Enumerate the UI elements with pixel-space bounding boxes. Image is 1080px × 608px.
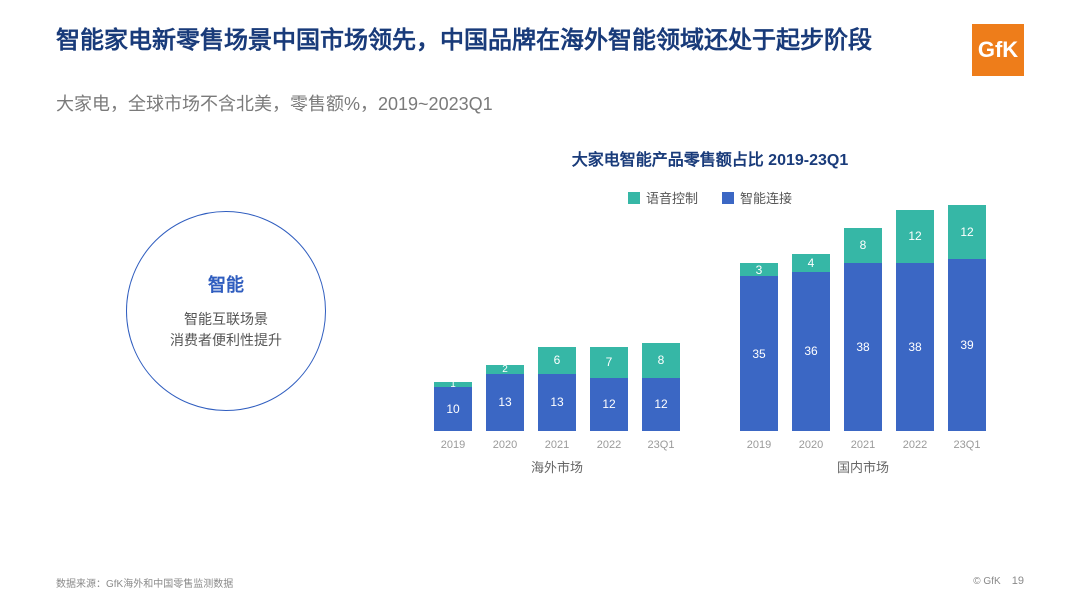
bar-stack: 3812	[896, 210, 934, 431]
bar-segment-connect: 36	[792, 272, 830, 431]
chart-group: 101201913220201362021127202212823Q1海外市场	[434, 221, 680, 476]
group-label: 海外市场	[531, 457, 583, 476]
bar-col: 388 2021	[844, 228, 882, 451]
chart-group: 35320193642020388202138122022391223Q1国内市…	[740, 221, 986, 476]
x-axis-label: 2019	[747, 439, 771, 451]
x-axis-label: 23Q1	[954, 439, 981, 451]
bar-segment-connect: 13	[486, 374, 524, 432]
bar-stack: 132	[486, 365, 524, 431]
chart-title: 大家电智能产品零售额占比 2019-23Q1	[396, 146, 1024, 170]
bar-segment-connect: 38	[844, 263, 882, 431]
footer: 数据来源：GfK海外和中国零售监测数据 © GfK 19	[0, 575, 1080, 590]
title-block: 智能家电新零售场景中国市场领先，中国品牌在海外智能领域还处于起步阶段	[56, 24, 956, 58]
x-axis-label: 2019	[441, 439, 465, 451]
bar-col: 3812 2022	[896, 210, 934, 451]
chart-area: 101201913220201362021127202212823Q1海外市场3…	[396, 221, 1024, 476]
insight-circle: 智能 智能互联场景 消费者便利性提升	[126, 211, 326, 411]
bar-segment-voice: 4	[792, 254, 830, 272]
bar-stack: 101	[434, 382, 472, 431]
slide: 智能家电新零售场景中国市场领先，中国品牌在海外智能领域还处于起步阶段 GfK 大…	[0, 0, 1080, 608]
footer-source: 数据来源：GfK海外和中国零售监测数据	[56, 575, 233, 590]
subtitle: 大家电，全球市场不含北美，零售额%，2019~2023Q1	[56, 90, 1024, 116]
bar-stack: 364	[792, 254, 830, 431]
circle-title: 智能	[208, 271, 244, 297]
bar-col: 364 2020	[792, 254, 830, 451]
bar-segment-voice: 12	[948, 205, 986, 258]
x-axis-label: 2020	[493, 439, 517, 451]
bar-segment-connect: 10	[434, 387, 472, 431]
bar-segment-connect: 35	[740, 276, 778, 431]
legend-item-connect: 智能连接	[722, 188, 792, 207]
logo-gfk: GfK	[972, 24, 1024, 76]
footer-right: © GfK 19	[973, 575, 1024, 590]
bar-segment-connect: 39	[948, 259, 986, 432]
x-axis-label: 2021	[545, 439, 569, 451]
legend-item-voice: 语音控制	[628, 188, 698, 207]
bar-segment-voice: 3	[740, 263, 778, 276]
x-axis-label: 2022	[903, 439, 927, 451]
x-axis-label: 2022	[597, 439, 621, 451]
group-label: 国内市场	[837, 457, 889, 476]
bar-col: 3912 23Q1	[948, 205, 986, 451]
legend-label-voice: 语音控制	[646, 188, 698, 207]
bar-stack: 128	[642, 343, 680, 431]
legend-label-connect: 智能连接	[740, 188, 792, 207]
x-axis-label: 23Q1	[648, 439, 675, 451]
bar-segment-voice: 7	[590, 347, 628, 378]
bar-stack: 136	[538, 347, 576, 431]
header-row: 智能家电新零售场景中国市场领先，中国品牌在海外智能领域还处于起步阶段 GfK	[56, 24, 1024, 76]
page-number: 19	[1012, 575, 1024, 587]
bar-segment-voice: 8	[642, 343, 680, 378]
bars-row: 101201913220201362021127202212823Q1	[434, 221, 680, 451]
left-column: 智能 智能互联场景 消费者便利性提升	[56, 146, 396, 476]
bar-col: 101 2019	[434, 382, 472, 451]
right-column: 大家电智能产品零售额占比 2019-23Q1 语音控制 智能连接 101 2019…	[396, 146, 1024, 476]
bars-row: 35320193642020388202138122022391223Q1	[740, 221, 986, 451]
bar-segment-voice: 6	[538, 347, 576, 374]
bar-col: 127 2022	[590, 347, 628, 451]
legend-swatch-connect	[722, 192, 734, 204]
bar-segment-connect: 12	[642, 378, 680, 431]
x-axis-label: 2021	[851, 439, 875, 451]
bar-col: 353 2019	[740, 263, 778, 451]
footer-copyright: © GfK	[973, 576, 1000, 587]
legend-swatch-voice	[628, 192, 640, 204]
bar-segment-connect: 12	[590, 378, 628, 431]
bar-stack: 353	[740, 263, 778, 431]
bar-segment-voice: 8	[844, 228, 882, 263]
bar-segment-voice: 2	[486, 365, 524, 374]
circle-desc: 智能互联场景 消费者便利性提升	[170, 309, 282, 351]
bar-segment-voice: 12	[896, 210, 934, 263]
bar-stack: 388	[844, 228, 882, 431]
circle-desc-line1: 智能互联场景	[184, 311, 268, 327]
chart-legend: 语音控制 智能连接	[396, 188, 1024, 207]
bar-segment-connect: 38	[896, 263, 934, 431]
page-title: 智能家电新零售场景中国市场领先，中国品牌在海外智能领域还处于起步阶段	[56, 24, 956, 58]
bar-col: 128 23Q1	[642, 343, 680, 451]
bar-col: 132 2020	[486, 365, 524, 451]
circle-desc-line2: 消费者便利性提升	[170, 332, 282, 348]
content-row: 智能 智能互联场景 消费者便利性提升 大家电智能产品零售额占比 2019-23Q…	[56, 146, 1024, 476]
bar-col: 136 2021	[538, 347, 576, 451]
bar-stack: 3912	[948, 205, 986, 431]
x-axis-label: 2020	[799, 439, 823, 451]
bar-segment-connect: 13	[538, 374, 576, 432]
bar-stack: 127	[590, 347, 628, 431]
